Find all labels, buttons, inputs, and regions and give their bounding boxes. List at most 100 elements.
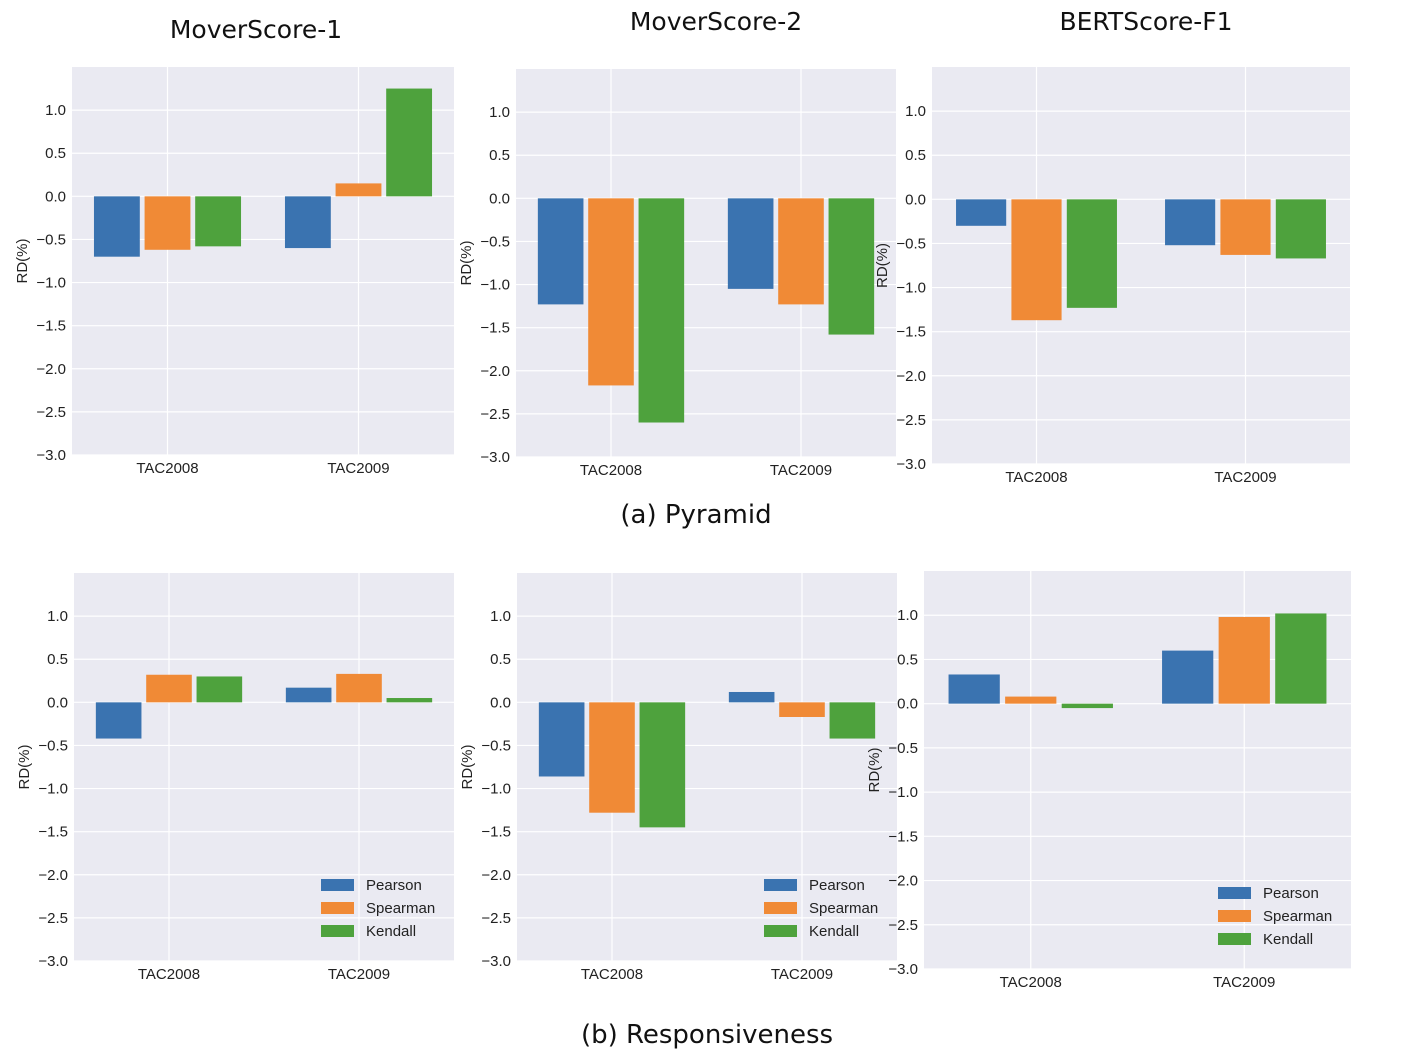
- chart-panel-responsiveness-moverscore-1: 1.0 0.5 0.0 −0.5 −1.0 −1.5 −2.0 −2.5 −3.0 TAC2008…: [16, 573, 454, 983]
- y-tick-label: −1.5: [36, 318, 66, 335]
- y-tick-label: 0.5: [489, 147, 510, 164]
- bar-spearman-tac2009: [1218, 616, 1270, 704]
- legend-label-spearman: Spearman: [809, 900, 878, 917]
- bar-spearman-tac2009: [336, 673, 382, 703]
- bar-pearson-tac2009: [285, 687, 332, 703]
- bar-kendall-tac2008: [638, 198, 685, 423]
- chart-panel-responsiveness-moverscore-2: 1.0 0.5 0.0 −0.5 −1.0 −1.5 −2.0 −2.5 −3.0 TAC2008…: [459, 573, 897, 983]
- y-tick-label: 1.0: [45, 102, 66, 119]
- bar-kendall-tac2009: [829, 702, 876, 739]
- y-tick-label: −1.5: [896, 324, 926, 341]
- y-tick-label: −0.5: [896, 235, 926, 252]
- plot-area: [932, 67, 1350, 464]
- legend-swatch-spearman: [321, 902, 354, 914]
- bar-kendall-tac2009: [828, 198, 875, 335]
- legend-label-spearman: Spearman: [366, 900, 435, 917]
- x-tick-label: TAC2008: [1005, 469, 1067, 486]
- plot-area: [74, 573, 454, 961]
- x-tick-label: TAC2009: [328, 966, 390, 983]
- chart-panel-pyramid-moverscore-2: 1.0 0.5 0.0 −0.5 −1.0 −1.5 −2.0 −2.5 −3.0 TAC2008…: [458, 69, 896, 479]
- chart-panel-pyramid-moverscore-1: 1.0 0.5 0.0 −0.5 −1.0 −1.5 −2.0 −2.5 −3.0 TAC2008…: [14, 67, 454, 477]
- x-tick-label: TAC2009: [770, 462, 832, 479]
- legend-swatch-kendall: [1218, 933, 1251, 945]
- y-tick-label: −1.5: [481, 824, 511, 841]
- y-tick-label: −1.0: [888, 784, 918, 801]
- bar-pearson-tac2008: [537, 198, 584, 305]
- y-tick-label: −1.0: [480, 277, 510, 294]
- y-tick-label: 1.0: [490, 608, 511, 625]
- bar-spearman-tac2008: [144, 196, 191, 250]
- caption-pyramid: (a) Pyramid: [620, 500, 771, 530]
- y-tick-label: −0.5: [481, 737, 511, 754]
- bar-kendall-tac2009: [386, 698, 433, 703]
- column-title-bertscore-f1: BERTScore-F1: [1059, 7, 1232, 36]
- bar-pearson-tac2009: [284, 196, 331, 249]
- legend: Pearson Spearman Kendall: [321, 877, 435, 940]
- y-tick-label: −0.5: [888, 740, 918, 757]
- y-tick-label: 0.5: [490, 651, 511, 668]
- y-tick-label: 0.0: [47, 694, 68, 711]
- bar-kendall-tac2008: [1061, 703, 1113, 709]
- legend: Pearson Spearman Kendall: [1218, 885, 1332, 948]
- x-tick-label: TAC2008: [581, 966, 643, 983]
- bar-pearson-tac2008: [95, 702, 142, 739]
- y-axis-label: RD(%): [459, 745, 476, 790]
- y-tick-label: 0.5: [905, 147, 926, 164]
- bar-pearson-tac2009: [728, 691, 775, 703]
- legend-swatch-pearson: [321, 879, 354, 891]
- y-tick-label: −0.5: [480, 233, 510, 250]
- y-tick-label: −2.5: [38, 910, 68, 927]
- legend-label-kendall: Kendall: [366, 923, 416, 940]
- x-tick-label: TAC2009: [1213, 974, 1275, 991]
- bar-pearson-tac2009: [727, 198, 774, 289]
- bar-kendall-tac2009: [386, 88, 433, 197]
- y-tick-label: −2.0: [896, 368, 926, 385]
- y-tick-label: 0.0: [490, 694, 511, 711]
- y-tick-label: −0.5: [38, 737, 68, 754]
- y-axis-label: RD(%): [14, 239, 31, 284]
- y-tick-label: −1.0: [896, 280, 926, 297]
- y-tick-label: 1.0: [897, 607, 918, 624]
- y-tick-label: −2.5: [36, 404, 66, 421]
- legend-label-spearman: Spearman: [1263, 908, 1332, 925]
- legend-swatch-pearson: [1218, 887, 1251, 899]
- bar-spearman-tac2008: [1005, 696, 1057, 704]
- y-tick-label: 0.0: [45, 188, 66, 205]
- y-tick-label: −2.5: [896, 412, 926, 429]
- y-tick-label: 1.0: [905, 103, 926, 120]
- column-title-moverscore-2: MoverScore-2: [630, 7, 802, 36]
- y-tick-label: −3.0: [480, 449, 510, 466]
- legend-label-pearson: Pearson: [809, 877, 865, 894]
- y-tick-label: −3.0: [896, 456, 926, 473]
- legend-label-pearson: Pearson: [1263, 885, 1319, 902]
- y-tick-label: −1.0: [36, 275, 66, 292]
- bar-pearson-tac2008: [948, 674, 1000, 704]
- y-tick-label: 0.0: [905, 191, 926, 208]
- x-tick-label: TAC2009: [771, 966, 833, 983]
- bar-spearman-tac2009: [1220, 199, 1271, 255]
- x-tick-label: TAC2008: [1000, 974, 1062, 991]
- y-tick-label: −0.5: [36, 231, 66, 248]
- bar-kendall-tac2008: [1066, 199, 1117, 308]
- legend-swatch-pearson: [764, 879, 797, 891]
- legend-swatch-spearman: [764, 902, 797, 914]
- y-tick-label: 0.0: [897, 696, 918, 713]
- bar-spearman-tac2008: [1011, 199, 1062, 321]
- y-tick-label: −2.5: [481, 910, 511, 927]
- y-tick-label: −1.0: [481, 781, 511, 798]
- y-axis-label: RD(%): [874, 243, 891, 288]
- legend-label-kendall: Kendall: [1263, 931, 1313, 948]
- y-tick-label: −1.5: [480, 320, 510, 337]
- x-tick-label: TAC2008: [138, 966, 200, 983]
- y-tick-label: 0.5: [45, 145, 66, 162]
- legend-swatch-spearman: [1218, 910, 1251, 922]
- y-tick-label: −3.0: [481, 953, 511, 970]
- bar-spearman-tac2009: [778, 198, 824, 305]
- bar-spearman-tac2009: [779, 702, 825, 717]
- y-tick-label: −1.0: [38, 781, 68, 798]
- y-tick-label: 1.0: [489, 104, 510, 121]
- y-tick-label: 0.0: [489, 190, 510, 207]
- bar-kendall-tac2008: [195, 196, 242, 247]
- bar-spearman-tac2008: [589, 702, 635, 813]
